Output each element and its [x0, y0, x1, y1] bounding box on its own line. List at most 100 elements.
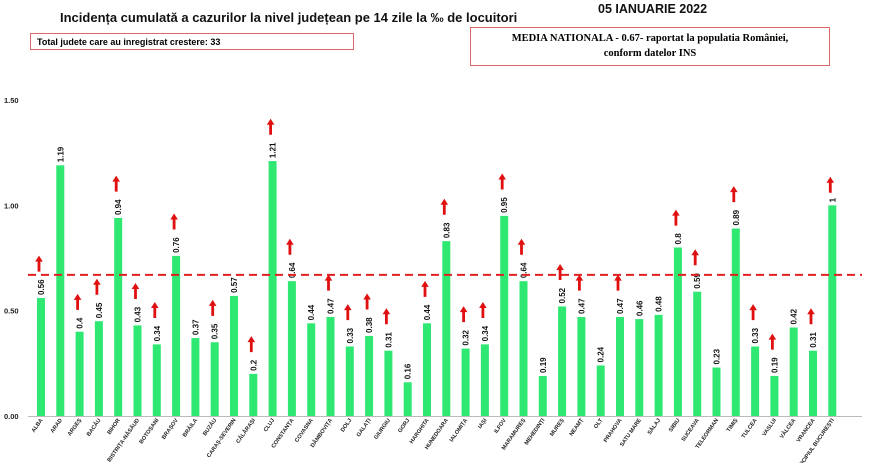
- bar-value-label: 0.43: [134, 306, 143, 322]
- category-label: VRANCEA: [796, 418, 817, 444]
- category-label: ALBA: [31, 418, 45, 434]
- category-label: SIBIU: [668, 418, 681, 434]
- bar-value-label: 0.89: [732, 209, 741, 225]
- bar: [249, 373, 258, 416]
- bar-value-label: 0.52: [558, 287, 567, 303]
- bar-value-label: 0.44: [307, 304, 316, 320]
- bar: [287, 281, 296, 416]
- increase-arrow-icon: [363, 293, 371, 310]
- increase-arrow-icon: [421, 280, 429, 297]
- bar-value-label: 0.45: [95, 302, 104, 318]
- bar-value-label: 0.94: [114, 199, 123, 215]
- y-tick-label: 0.50: [4, 307, 19, 316]
- bar: [114, 217, 123, 416]
- bar: [230, 295, 238, 416]
- bar-value-label: 0.34: [481, 325, 490, 341]
- bar: [172, 255, 181, 416]
- category-label: GALAȚI: [356, 417, 373, 438]
- increase-arrow-icon: [614, 274, 622, 291]
- bar: [673, 247, 682, 416]
- bar-value-label: 0.38: [365, 317, 374, 333]
- bar-value-label: 0.47: [616, 298, 625, 314]
- bar: [75, 331, 84, 416]
- increase-arrow-icon: [672, 209, 680, 226]
- bar: [538, 375, 547, 416]
- bar: [770, 375, 779, 416]
- category-label: IAȘI: [477, 417, 488, 430]
- increase-arrow-icon: [807, 308, 815, 325]
- chart-title: Incidența cumulată a cazurilor la nivel …: [60, 10, 518, 25]
- bar-value-label: 0.47: [327, 298, 336, 314]
- bar: [365, 335, 374, 416]
- y-tick-label: 1.50: [4, 96, 19, 105]
- category-label: BRAȘOV: [161, 417, 180, 440]
- category-label: SĂLAJ: [646, 417, 662, 436]
- bar-value-label: 0.46: [635, 300, 644, 316]
- bar: [577, 316, 586, 416]
- bar: [654, 314, 663, 416]
- bar-value-label: 0.47: [577, 298, 586, 314]
- bar-value-label: 0.33: [346, 327, 355, 343]
- national-average-box: MEDIA NATIONALA - 0.67- raportat la popu…: [470, 27, 830, 66]
- bar-value-label: 0.16: [404, 363, 413, 379]
- bar: [789, 327, 798, 416]
- bar: [809, 350, 817, 416]
- category-label: BISTRIȚA-NĂSĂUD: [106, 417, 141, 463]
- increase-arrow-icon: [266, 118, 275, 135]
- national-average-line1: MEDIA NATIONALA - 0.67- raportat la popu…: [511, 33, 789, 44]
- increase-arrow-icon: [247, 336, 256, 353]
- category-label: GIURGIU: [373, 418, 392, 441]
- bar: [731, 228, 740, 416]
- bar-value-label: 0.42: [790, 308, 799, 324]
- increase-arrow-icon: [344, 304, 352, 321]
- bar-value-label: 0.19: [539, 357, 548, 373]
- y-tick-label: 1.00: [4, 201, 19, 210]
- category-label: ARAD: [50, 418, 64, 435]
- increase-arrow-icon: [440, 198, 449, 215]
- bar-value-label: 0.37: [191, 319, 200, 335]
- bar-value-label: 0.33: [751, 327, 760, 343]
- category-label: BOTOȘANI: [139, 417, 161, 445]
- bar-value-label: 0.64: [288, 262, 297, 278]
- category-label: HARGHITA: [409, 418, 431, 445]
- bar: [712, 367, 721, 416]
- category-label: BUZĂU: [201, 417, 218, 437]
- increase-arrow-icon: [575, 274, 584, 291]
- bar-value-label: 0.95: [500, 197, 509, 213]
- category-label: TIMIȘ: [726, 417, 740, 433]
- bar-value-label: 0.2: [249, 359, 258, 371]
- category-label: VASLUI: [762, 417, 779, 437]
- increase-arrow-icon: [286, 238, 294, 255]
- category-label: MUREȘ: [549, 417, 566, 437]
- bar: [693, 291, 702, 416]
- increase-arrow-icon: [479, 301, 487, 318]
- bar-value-label: 0.31: [809, 332, 818, 348]
- category-label: ILFOV: [493, 417, 508, 434]
- bar: [191, 338, 200, 416]
- increase-arrow-icon: [324, 274, 333, 291]
- category-label: BIHOR: [107, 418, 122, 436]
- increase-arrow-icon: [768, 333, 777, 350]
- increase-arrow-icon: [749, 304, 757, 321]
- bar-value-label: 1.19: [56, 146, 65, 162]
- bar-value-label: 0.59: [693, 273, 702, 289]
- y-tick-label: 0.00: [4, 412, 19, 421]
- bar: [596, 365, 605, 416]
- bar: [307, 323, 316, 416]
- bar: [423, 323, 431, 416]
- increase-arrow-icon: [170, 213, 178, 230]
- increase-arrow-icon: [112, 175, 120, 192]
- category-label: NEAMȚ: [569, 417, 586, 437]
- bar: [500, 215, 509, 416]
- bar-value-label: 0.35: [211, 323, 220, 339]
- bar-value-label: 0.83: [442, 222, 451, 238]
- bar-value-label: 1: [828, 197, 837, 202]
- category-label: MEHEDINȚI: [524, 417, 547, 446]
- increase-arrow-icon: [382, 308, 391, 325]
- increase-arrow-icon: [93, 278, 101, 295]
- report-date: 05 IANUARIE 2022: [598, 2, 708, 16]
- bar-value-label: 0.8: [674, 233, 683, 245]
- bar-value-label: 0.57: [230, 277, 239, 293]
- increase-arrow-icon: [151, 301, 159, 318]
- bar: [133, 325, 142, 416]
